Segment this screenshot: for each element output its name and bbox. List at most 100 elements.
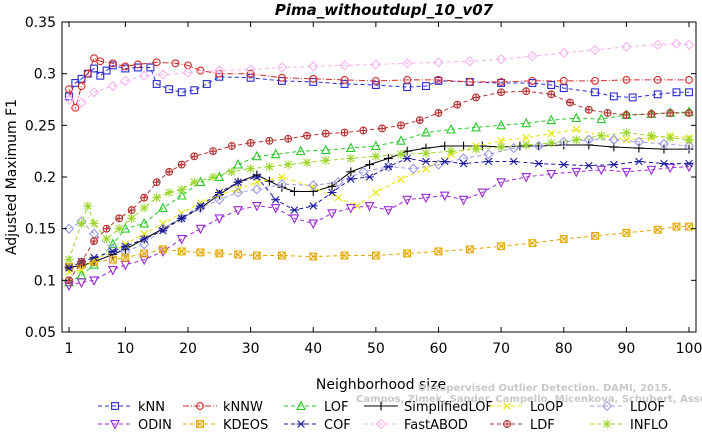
point-lof bbox=[471, 121, 481, 132]
point-ldf bbox=[227, 142, 236, 150]
point-odin bbox=[89, 276, 99, 286]
point-cof bbox=[214, 188, 224, 197]
legend-label-odin: ODIN bbox=[138, 418, 172, 433]
point-inflo bbox=[302, 158, 312, 167]
point-cof bbox=[659, 159, 669, 168]
point-knn bbox=[591, 88, 600, 97]
point-knn bbox=[277, 76, 286, 85]
point-ldf bbox=[522, 87, 531, 96]
point-fastabod bbox=[402, 58, 413, 69]
x-tick-label: 50 bbox=[367, 341, 385, 357]
point-ldof bbox=[408, 163, 419, 174]
point-inflo bbox=[596, 131, 606, 141]
legend-label-lof: LOF bbox=[324, 400, 349, 415]
point-cof bbox=[177, 214, 187, 223]
chart-title: Pima_withoutdupl_10_v07 bbox=[275, 1, 494, 19]
legend-marker-kdeos bbox=[196, 420, 204, 428]
y-tick-label: 0.1 bbox=[34, 273, 56, 289]
legend-label-simplifiedlof: SimplifiedLOF bbox=[404, 400, 493, 415]
point-odin bbox=[195, 224, 206, 235]
point-knnw bbox=[559, 76, 568, 85]
point-cof bbox=[440, 157, 450, 166]
point-ldf bbox=[434, 108, 443, 117]
point-kdeos bbox=[591, 231, 600, 240]
point-kdeos bbox=[434, 247, 443, 256]
point-inflo bbox=[83, 201, 93, 211]
point-fastabod bbox=[527, 50, 538, 62]
point-ldf bbox=[415, 116, 424, 125]
point-knnw bbox=[196, 66, 205, 75]
point-knn bbox=[340, 80, 349, 88]
point-inflo bbox=[77, 219, 86, 228]
point-inflo bbox=[152, 193, 162, 203]
point-cof bbox=[64, 264, 74, 272]
point-loop bbox=[372, 188, 380, 197]
point-loop bbox=[522, 133, 530, 142]
point-simplifiedlof bbox=[265, 176, 274, 186]
point-knnw bbox=[133, 60, 142, 69]
point-cof bbox=[609, 160, 619, 169]
y-tick-label: 0.15 bbox=[25, 222, 56, 238]
point-simplifiedlof bbox=[634, 143, 644, 153]
point-fastabod bbox=[88, 87, 100, 98]
legend-label-knnw: kNNW bbox=[223, 400, 263, 415]
point-knnw bbox=[90, 54, 99, 63]
point-simplifiedlof bbox=[308, 187, 318, 196]
point-lof bbox=[295, 145, 306, 156]
point-ldf bbox=[378, 124, 387, 133]
point-ldf bbox=[265, 136, 274, 145]
point-simplifiedlof bbox=[383, 154, 393, 163]
point-knn bbox=[102, 66, 111, 75]
point-ldof bbox=[232, 187, 244, 198]
point-odin bbox=[402, 195, 413, 206]
point-inflo bbox=[321, 156, 331, 165]
point-cof bbox=[327, 188, 337, 197]
point-knn bbox=[177, 88, 186, 97]
point-odin bbox=[439, 191, 450, 202]
point-inflo bbox=[647, 131, 656, 141]
point-ldf bbox=[685, 108, 693, 117]
legend-label-ldof: LDOF bbox=[630, 400, 665, 415]
point-odin bbox=[214, 214, 225, 224]
point-cof bbox=[252, 173, 262, 181]
point-cof bbox=[584, 161, 594, 170]
legend-item-lof: LOF bbox=[284, 400, 349, 415]
point-simplifiedlof bbox=[559, 140, 569, 150]
watermark-line-1: Campos, Zimek, Sander, Campello, Micenko… bbox=[356, 394, 702, 405]
point-simplifiedlof bbox=[252, 170, 262, 180]
point-knn bbox=[309, 77, 318, 86]
point-inflo bbox=[127, 213, 137, 223]
point-ldf bbox=[152, 178, 161, 187]
point-odin bbox=[458, 195, 469, 206]
y-tick-label: 0.2 bbox=[34, 170, 56, 186]
point-cof bbox=[559, 160, 569, 169]
point-lof bbox=[320, 144, 331, 155]
point-kdeos bbox=[196, 248, 205, 257]
point-odin bbox=[76, 278, 87, 289]
series-line-inflo bbox=[68, 132, 690, 260]
point-kdeos bbox=[121, 253, 130, 262]
legend-marker-cof bbox=[296, 420, 306, 428]
point-kdeos bbox=[340, 251, 349, 260]
point-knnw bbox=[83, 69, 92, 78]
point-lof bbox=[546, 114, 557, 125]
point-knnw bbox=[528, 76, 537, 85]
point-loop bbox=[278, 173, 286, 181]
point-knn bbox=[152, 80, 161, 88]
point-ldf bbox=[547, 90, 556, 99]
point-inflo bbox=[546, 138, 556, 148]
legend-label-ldf: LDF bbox=[530, 418, 555, 433]
legend-marker-knnw bbox=[196, 402, 204, 410]
point-kdeos bbox=[215, 249, 224, 258]
point-knn bbox=[146, 63, 155, 72]
legend-marker-inflo bbox=[602, 419, 612, 429]
point-knn bbox=[108, 61, 117, 70]
point-knn bbox=[685, 88, 693, 97]
point-inflo bbox=[227, 167, 237, 177]
point-knnw bbox=[65, 85, 73, 94]
point-kdeos bbox=[177, 247, 186, 256]
point-ldf bbox=[622, 111, 631, 119]
point-lof bbox=[158, 202, 168, 212]
point-knnw bbox=[152, 58, 161, 67]
